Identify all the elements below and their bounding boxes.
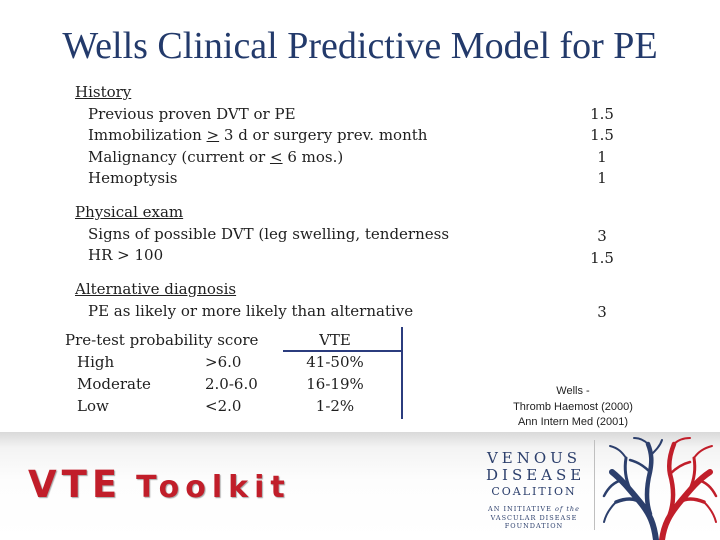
risk-vte: 41-50% (306, 353, 364, 371)
history-item-hemoptysis: Hemoptysis (88, 169, 178, 187)
probability-header-row: Pre-test probability score VTE (59, 331, 401, 353)
brand-line-venous: VENOUS (486, 449, 582, 467)
brand-sub-vascular: VASCULAR DISEASE (490, 513, 578, 522)
points-hemoptysis: 1 (597, 169, 607, 187)
history-points: 1.5 1.5 1 1 (580, 104, 624, 190)
footer-band (0, 432, 720, 540)
toolkit-vte-text: VTE (28, 463, 123, 506)
history-item-immobilization: Immobilization > 3 d or surgery prev. mo… (88, 126, 428, 144)
citation-author: Wells - (556, 385, 590, 397)
risk-level: Low (77, 397, 109, 415)
alternative-heading: Alternative diagnosis (75, 280, 237, 298)
physical-item-dvt-signs: Signs of possible DVT (leg swelling, ten… (88, 224, 450, 243)
toolkit-word-text: Toolkit (136, 470, 291, 505)
citation-thromb-haemost: Thromb Haemost (2000) (513, 400, 633, 413)
history-item-malignancy: Malignancy (current or < 6 mos.) (88, 147, 344, 166)
probability-table: Pre-test probability score VTE High >6.0… (59, 327, 403, 419)
slide-title: Wells Clinical Predictive Model for PE (62, 25, 658, 67)
points-hr: 1.5 (590, 248, 614, 267)
history-section: History Previous proven DVT or PE Immobi… (75, 82, 427, 190)
alternative-item-pe-likely: PE as likely or more likely than alterna… (88, 301, 414, 320)
points-prev-dvt: 1.5 (590, 104, 614, 123)
alternative-section: Alternative diagnosis PE as likely or mo… (75, 279, 413, 322)
logo-divider (594, 440, 595, 530)
risk-score: <2.0 (205, 397, 242, 415)
physical-heading: Physical exam (75, 203, 184, 221)
probability-header-label: Pre-test probability score (65, 331, 259, 349)
table-row: High >6.0 41-50% (59, 353, 401, 375)
citation-ann-intern-med: Ann Intern Med (2001) (517, 416, 629, 428)
physical-points: 3 1.5 (580, 226, 624, 269)
brand-line-coalition: COALITION (491, 485, 577, 498)
table-row: Low <2.0 1-2% (59, 397, 401, 419)
citation: Wells - Thromb Haemost (2000) Ann Intern… (500, 384, 646, 431)
points-pe-likely: 3 (597, 303, 607, 321)
risk-score: 2.0-6.0 (205, 375, 258, 393)
vascular-tree-icon (602, 437, 718, 540)
brand-sub-foundation: FOUNDATION (504, 522, 564, 530)
probability-header-vte: VTE (319, 331, 351, 349)
risk-level: Moderate (77, 375, 151, 393)
points-dvt-signs: 3 (597, 227, 607, 245)
risk-level: High (77, 353, 115, 371)
risk-score: >6.0 (205, 353, 242, 371)
physical-section: Physical exam Signs of possible DVT (leg… (75, 202, 449, 267)
risk-vte: 1-2% (315, 397, 355, 415)
probability-divider (283, 350, 401, 352)
history-item-prev-dvt: Previous proven DVT or PE (88, 104, 296, 123)
history-heading: History (75, 83, 132, 101)
risk-vte: 16-19% (306, 375, 364, 393)
physical-item-hr: HR > 100 (88, 246, 164, 264)
points-malignancy: 1 (597, 147, 607, 166)
brand-subtitle: AN INITIATIVE of the VASCULAR DISEASE FO… (486, 505, 582, 531)
vte-toolkit-logo: VTE Toolkit (28, 463, 291, 506)
brand-sub-initiative: AN INITIATIVE of the (488, 505, 580, 513)
venous-disease-coalition-logo: VENOUS DISEASE COALITION AN INITIATIVE o… (486, 450, 582, 531)
points-immobilization: 1.5 (590, 126, 614, 144)
table-row: Moderate 2.0-6.0 16-19% (59, 375, 401, 397)
alternative-points: 3 (580, 302, 624, 324)
brand-line-disease: DISEASE (486, 466, 586, 484)
